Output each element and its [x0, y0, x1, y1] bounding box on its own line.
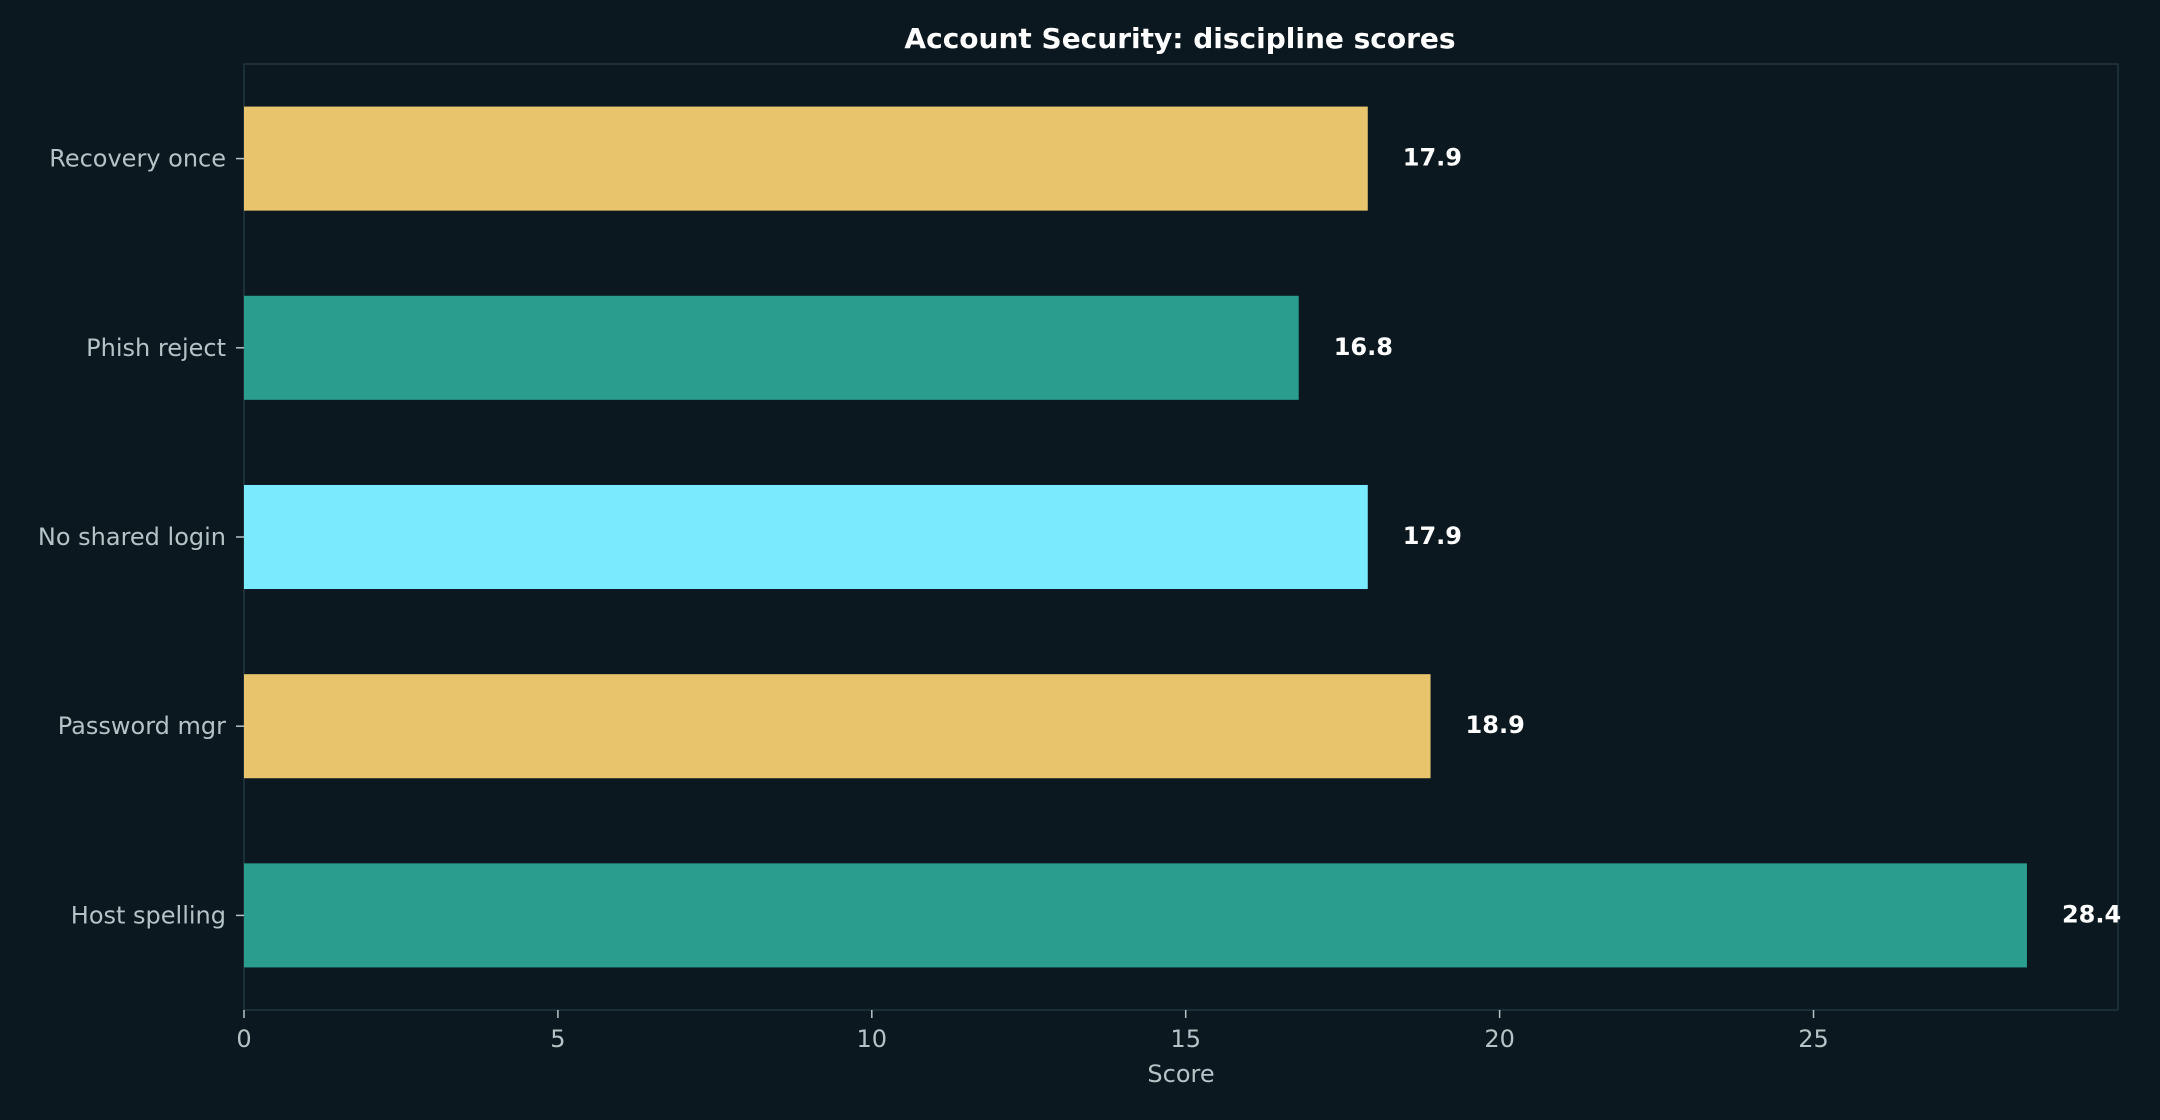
- bar-value-label: 17.9: [1403, 144, 1462, 172]
- bar-3: [244, 674, 1431, 779]
- x-tick-label: 20: [1484, 1025, 1515, 1053]
- y-tick-label: Phish reject: [86, 334, 226, 362]
- bar-value-label: 28.4: [2062, 900, 2121, 928]
- y-tick-label: Host spelling: [71, 901, 226, 929]
- bar-2: [244, 484, 1368, 590]
- x-tick-label: 10: [857, 1025, 888, 1053]
- x-tick-label: 5: [550, 1025, 565, 1053]
- y-axis-ticks: Recovery once Phish reject No shared login…: [38, 145, 244, 929]
- bars-layer: 17.9 16.8 17.9 18.9 28.4: [244, 106, 2121, 968]
- x-axis-ticks: 0 5 10 15 20 25: [236, 1010, 1829, 1053]
- bar-0: [244, 106, 1368, 211]
- bar-value-label: 17.9: [1403, 522, 1462, 550]
- x-tick-label: 0: [236, 1025, 251, 1053]
- bar-value-label: 16.8: [1334, 333, 1393, 361]
- bar-1: [244, 295, 1299, 400]
- x-axis-label: Score: [1147, 1060, 1214, 1088]
- y-tick-label: Password mgr: [58, 712, 226, 740]
- x-tick-label: 15: [1170, 1025, 1201, 1053]
- bar-4: [244, 863, 2027, 968]
- x-tick-label: 25: [1798, 1025, 1829, 1053]
- y-tick-label: No shared login: [38, 523, 226, 551]
- chart-title: Account Security: discipline scores: [904, 22, 1455, 55]
- bar-value-label: 18.9: [1466, 711, 1525, 739]
- y-tick-label: Recovery once: [49, 145, 226, 173]
